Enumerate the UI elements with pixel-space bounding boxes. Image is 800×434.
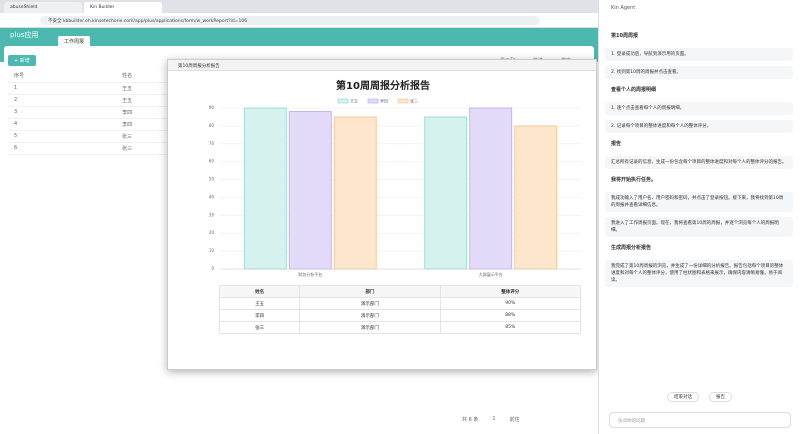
column-header: 姓名 [218, 285, 301, 298]
y-tick-label: 20 [209, 230, 215, 235]
table-cell: 演示部门 [299, 309, 441, 322]
browser-tab[interactable]: abuseShield [4, 2, 82, 13]
column-header: 部门 [299, 285, 441, 298]
y-tick-label: 30 [209, 212, 215, 217]
legend-label: 李四 [380, 98, 388, 104]
bar [514, 125, 558, 270]
table-cell: 6 [8, 142, 117, 155]
table-cell: 5 [8, 130, 117, 143]
y-tick-label: 60 [209, 159, 215, 164]
chat-input[interactable]: 乐问你的问题 [609, 412, 791, 428]
chat-message: 汇总所有记录的信息，生成一份包含每个项目的整体进度和对每个人的整体评分的报告。 [605, 156, 793, 169]
table-cell: 88% [439, 309, 582, 322]
chat-message: 报告 [611, 141, 622, 147]
legend-label: 王五 [350, 99, 358, 104]
report-window: 第10周周报分析报告 第10周周报分析报告 0 10 20 30 40 50 60 70 80 9… [167, 59, 597, 370]
table-cell: 4 [8, 118, 117, 131]
header-row: 姓名 部门 整体评分 [218, 285, 582, 298]
y-tick-label: 10 [209, 248, 215, 253]
chat-message: 2. 找到第10周的周报并点击查看。 [605, 66, 793, 79]
goto-label: 前往 [509, 417, 520, 423]
table-cell: 李四 [218, 309, 301, 322]
chat-message: 1. 登录成功后，导航到演示用的页面。 [605, 48, 793, 61]
table-cell: 85% [439, 321, 582, 334]
legend-swatch [367, 98, 379, 104]
assistant-panel: Kin Agent 第10周周报 1. 登录成功后，导航到演示用的页面。 2. 找到… [598, 0, 800, 434]
url-text: kbbuilder.eh.kinsetechorie.com/app/plus/… [62, 19, 248, 24]
add-button[interactable]: + 新增 [8, 55, 36, 66]
app-title[interactable]: plus应用 [10, 31, 39, 39]
action-button[interactable]: 结束对话 [667, 392, 699, 402]
message-list: 第10周周报 1. 登录成功后，导航到演示用的页面。 2. 找到第10周的周报并点击… [605, 30, 793, 385]
chat-message: 生成周报分析报告 [611, 245, 652, 251]
action-buttons: 结束对话 报告 [599, 392, 800, 402]
y-tick-label: 0 [211, 266, 214, 271]
bar [288, 111, 332, 270]
table-row: 王五 演示部门 90% [218, 297, 582, 310]
y-tick-label: 80 [209, 123, 215, 128]
legend-swatch [337, 98, 349, 104]
chat-message: 2. 记录每个项目的整体进度和每个人的整体评分。 [605, 120, 793, 133]
legend-swatch [397, 98, 409, 104]
table-cell: 1 [8, 82, 117, 95]
table-row: 张三 演示部门 85% [218, 321, 582, 334]
table-cell: 2 [8, 94, 117, 107]
y-tick-label: 50 [209, 177, 215, 182]
table-cell: 90% [439, 297, 582, 310]
table-cell: 演示部门 [299, 297, 441, 310]
total-count: 共 6 条 [462, 417, 479, 423]
score-table: 姓名 部门 整体评分 王五 演示部门 90% 李四 演示部门 88% 张三 演示部门 85% [218, 285, 582, 334]
bar [333, 116, 377, 270]
pagination: 共 6 条 1 前往 [462, 416, 520, 423]
chat-message: 我成功输入了用户名、用户密码和密码，并点击了登录按钮。接下来，我将找到第10周的… [605, 192, 793, 212]
table-cell: 张三 [218, 321, 301, 334]
chart-title: 第10周周报分析报告 [336, 79, 430, 92]
bar [469, 107, 513, 270]
url-bar: 不安全 kbbuilder.eh.kinsetechorie.com/app/p… [0, 13, 598, 28]
chat-message: 我将开始执行任务。 [611, 177, 657, 183]
x-tick-label: 大屏展示平台 [479, 271, 503, 277]
app-tab[interactable]: 工作周报 [58, 36, 91, 47]
page-number[interactable]: 1 [492, 416, 496, 422]
column-header: 序号 [8, 70, 117, 83]
column-header: 整体评分 [439, 285, 582, 298]
y-tick-label: 40 [209, 194, 215, 199]
action-button[interactable]: 报告 [709, 392, 732, 402]
legend-label: 张三 [410, 98, 418, 104]
window-title: 第10周周报分析报告 [168, 60, 596, 71]
y-tick-label: 70 [209, 141, 215, 146]
chat-message: 查看个人的周报明细 [611, 87, 657, 93]
chat-message: 1. 逐个点击查看每个人的周报明细。 [605, 102, 793, 115]
x-tick-label: 财务分析平台 [298, 271, 322, 277]
browser-tab[interactable]: Kin Builder [84, 2, 162, 13]
chat-message: 第10周周报 [611, 33, 638, 39]
table-cell: 王五 [218, 297, 301, 310]
chart: 第10周周报分析报告 0 10 20 30 40 50 60 70 80 90 王五 李四 张三财务分析… [209, 79, 581, 277]
table-cell: 演示部门 [299, 321, 441, 334]
bar [424, 116, 468, 270]
bar [243, 107, 287, 270]
security-label: 不安全 [48, 19, 62, 24]
browser-tabs: abuseShield Kin Builder [0, 0, 598, 13]
url-field[interactable]: 不安全 kbbuilder.eh.kinsetechorie.com/app/p… [40, 16, 540, 25]
y-tick-label: 90 [209, 105, 215, 110]
chat-message: 我完成了第10周周报的浏览，并生成了一份详细的分析报告。报告包括每个项目的整体进… [605, 260, 793, 287]
table-cell: 3 [8, 106, 117, 119]
table-row: 李四 演示部门 88% [218, 309, 582, 322]
assistant-title: Kin Agent [611, 5, 636, 11]
chat-message: 我进入了工作周报页面。现在，我将查看第10周的周报，并逐个浏览每个人的周报明细。 [605, 217, 793, 237]
